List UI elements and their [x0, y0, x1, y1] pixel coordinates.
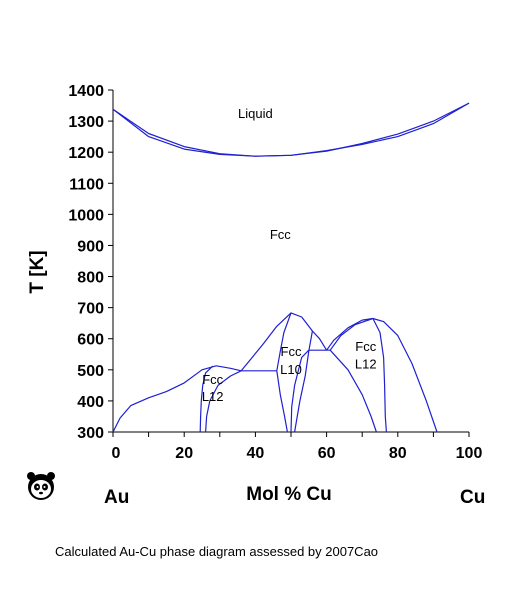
x-tick-label: 20 [175, 445, 193, 462]
phase-boundary-l12-au3cu-outer [112, 365, 242, 433]
y-tick-label: 1400 [68, 83, 104, 100]
y-tick-label: 700 [77, 301, 104, 318]
phase-boundary-l10-right-lower [294, 330, 313, 433]
phase-label-l10: L10 [280, 362, 302, 377]
phase-boundary-l12-aucu3-left-inner [329, 317, 374, 351]
phase-boundary-solidus [112, 102, 470, 157]
y-tick-label: 1000 [68, 207, 104, 224]
panda-logo-icon [26, 470, 56, 507]
phase-boundary-l12-au3cu-right-inner [205, 370, 242, 433]
y-axis-ticks: 300 400 500 600 700 800 900 1000 1100 1200 1300 140… [68, 83, 113, 442]
cu-element-label: Cu [460, 487, 486, 508]
y-tick-label: 300 [77, 425, 104, 442]
phase-boundary-l12-aucu3-left-lower [329, 349, 377, 433]
phase-label-fcc: Fcc [270, 227, 291, 242]
y-tick-label: 1300 [68, 114, 104, 131]
y-tick-label: 800 [77, 270, 104, 287]
phase-label-fcc-left: Fcc [202, 372, 223, 387]
phase-boundary-l10-left-inner [276, 312, 292, 371]
phase-boundary-l10-right-inner [290, 349, 310, 433]
x-tick-label: 60 [318, 445, 336, 462]
phase-boundary-l12-au3cu-left-inner [199, 365, 214, 433]
x-tick-label: 100 [456, 445, 483, 462]
au-element-label: Au [104, 487, 130, 508]
plot-frame [112, 90, 469, 433]
x-axis-title: Mol % Cu [246, 484, 332, 505]
phase-boundary-lines [112, 102, 470, 433]
phase-boundary-l10-left-lower [276, 370, 288, 433]
phase-label-fcc-right: Fcc [355, 339, 376, 354]
y-tick-label: 900 [77, 238, 104, 255]
x-axis-ticks: 0 20 40 60 80 100 [112, 432, 483, 462]
y-tick-label: 1200 [68, 145, 104, 162]
y-tick-label: 1100 [69, 176, 104, 193]
phase-boundary-l10-dome [240, 312, 328, 372]
phase-boundary-l12-aucu3-right-inner [372, 318, 387, 433]
phase-labels: Liquid Fcc Fcc L12 Fcc L10 Fcc L12 [202, 106, 377, 404]
phase-label-l12-right: L12 [355, 356, 377, 371]
y-axis-title: T [K] [27, 250, 48, 293]
x-tick-label: 40 [247, 445, 265, 462]
y-tick-label: 600 [77, 332, 104, 349]
y-tick-label: 400 [77, 394, 104, 411]
phase-boundary-l12-aucu3-dome [326, 317, 438, 433]
phase-label-liquid: Liquid [238, 106, 273, 121]
x-tick-label: 80 [389, 445, 407, 462]
phase-label-l12-left: L12 [202, 389, 224, 404]
figure-caption: Calculated Au-Cu phase diagram assessed … [55, 544, 379, 559]
phase-label-fcc-mid: Fcc [281, 344, 302, 359]
x-tick-label: 0 [112, 445, 121, 462]
y-tick-label: 500 [77, 363, 104, 380]
